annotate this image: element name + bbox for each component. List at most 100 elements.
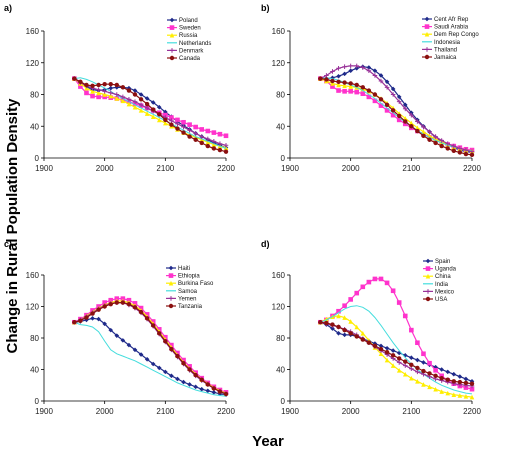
data-point (330, 81, 335, 86)
x-tick-label: 2100 (402, 407, 420, 416)
legend-label: Mexico (435, 289, 455, 295)
legend-entry: Uganda (423, 266, 457, 273)
series-cent-afr-rep (318, 64, 475, 155)
series-line (74, 317, 227, 396)
data-point (187, 382, 192, 387)
data-point (463, 393, 469, 399)
data-point (144, 105, 150, 111)
data-point (181, 124, 186, 130)
y-tick-label: 40 (30, 122, 39, 131)
data-point (138, 309, 144, 315)
data-point (126, 301, 132, 307)
series-denmark (72, 76, 229, 148)
data-point (336, 308, 341, 314)
y-axis-title: Change in Rural Population Density (4, 98, 21, 354)
data-point (409, 112, 414, 118)
legend-label: Burkina Faso (178, 281, 214, 287)
data-point (169, 342, 174, 348)
data-point (205, 143, 210, 149)
data-point (132, 104, 138, 110)
data-point (96, 90, 101, 96)
data-point (366, 94, 372, 100)
data-point (421, 351, 426, 357)
y-tick-label: 0 (281, 397, 286, 406)
data-point (439, 143, 444, 149)
data-point (402, 116, 408, 121)
data-point (439, 375, 444, 381)
data-point (132, 99, 138, 104)
data-point (102, 92, 107, 97)
legend-swatch-marker (169, 17, 175, 23)
data-point (318, 76, 323, 81)
data-point (457, 150, 463, 155)
data-point (114, 296, 120, 301)
data-point (90, 89, 95, 94)
data-point (132, 101, 138, 107)
series-line (320, 65, 473, 153)
data-point (84, 317, 89, 323)
data-point (84, 90, 89, 96)
data-point (360, 284, 366, 290)
data-point (102, 89, 107, 94)
data-point (427, 384, 432, 390)
data-point (348, 84, 353, 89)
data-point (84, 82, 89, 88)
data-point (415, 369, 420, 375)
y-tick-label: 120 (272, 59, 286, 68)
data-point (348, 319, 353, 324)
series-jamaica (318, 76, 475, 158)
data-point (144, 316, 150, 321)
data-point (469, 386, 475, 392)
data-point (96, 87, 101, 93)
x-tick-label: 1900 (281, 407, 299, 416)
data-point (469, 394, 475, 400)
data-point (223, 149, 229, 154)
data-point (354, 89, 360, 95)
legend-label: Indonesia (434, 40, 461, 46)
data-point (457, 374, 463, 379)
data-point (378, 78, 384, 84)
data-point (156, 327, 162, 332)
series-haiti (72, 316, 229, 397)
data-point (132, 301, 138, 306)
data-point (463, 147, 469, 153)
data-point (181, 379, 186, 385)
data-point (336, 79, 341, 85)
data-point (421, 382, 426, 387)
data-point (445, 146, 450, 151)
series-canada (72, 76, 229, 154)
data-point (151, 323, 156, 328)
legend-swatch-marker (424, 54, 430, 60)
data-point (223, 143, 229, 148)
data-point (163, 112, 168, 118)
data-point (199, 127, 205, 132)
data-point (366, 340, 372, 345)
data-point (90, 93, 95, 99)
data-point (120, 98, 126, 104)
data-point (126, 96, 132, 102)
data-point (102, 94, 107, 100)
data-point (318, 320, 323, 325)
data-point (348, 68, 353, 73)
data-point (72, 76, 77, 81)
data-point (199, 134, 205, 139)
data-point (217, 131, 223, 137)
data-point (175, 353, 180, 359)
data-point (396, 360, 402, 365)
data-point (427, 371, 432, 376)
data-point (402, 121, 408, 127)
legend-label: Cent Afr Rep (434, 17, 469, 23)
data-point (360, 65, 366, 70)
y-tick-label: 0 (281, 154, 286, 163)
data-point (336, 330, 341, 336)
data-point (342, 80, 347, 85)
data-point (138, 108, 144, 113)
data-point (463, 385, 469, 390)
chart-panel-2: b) 0 40 80 120 160 1900 2000 2100 2200 Cent Afr Re… (261, 3, 481, 173)
data-point (163, 338, 168, 344)
data-point (403, 119, 408, 124)
data-point (439, 367, 444, 372)
data-point (463, 151, 469, 157)
legend-label: Denmark (179, 48, 204, 54)
data-point (336, 73, 341, 79)
